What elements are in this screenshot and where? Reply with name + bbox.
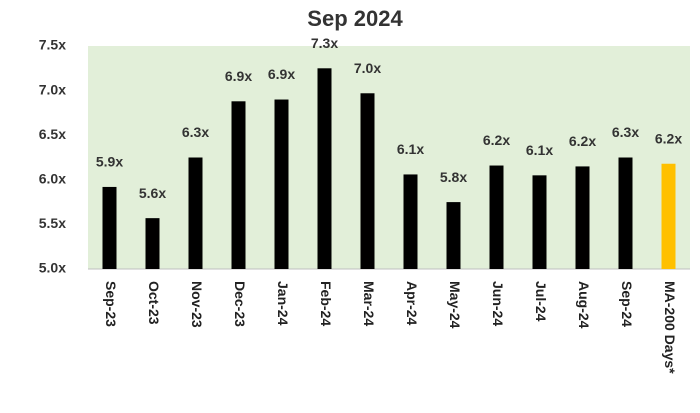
x-tick-label: Nov-23: [189, 281, 205, 328]
x-tick-label: Jan-24: [275, 281, 291, 326]
bar: [661, 163, 676, 269]
bar: [274, 99, 289, 270]
data-label: 6.3x: [182, 124, 209, 140]
data-label: 6.2x: [483, 132, 510, 148]
x-tick-label: Apr-24: [404, 281, 420, 326]
data-label: 6.1x: [526, 142, 553, 158]
bar: [145, 218, 160, 269]
x-tick-label: Feb-24: [318, 281, 334, 326]
bar: [231, 101, 246, 269]
bar: [403, 174, 418, 269]
data-label: 6.9x: [268, 66, 295, 82]
x-tick-label: Mar-24: [361, 281, 377, 326]
bar: [102, 186, 117, 269]
bar: [317, 68, 332, 269]
y-tick-label: 5.5x: [39, 215, 66, 231]
y-tick-label: 7.0x: [39, 81, 66, 97]
bar: [532, 175, 547, 269]
bar: [188, 157, 203, 269]
x-tick-label: Sep-23: [103, 281, 119, 327]
data-label: 6.2x: [569, 133, 596, 149]
data-label: 6.1x: [397, 141, 424, 157]
y-tick-label: 5.0x: [39, 260, 66, 276]
x-tick-label: May-24: [447, 281, 463, 329]
bar: [360, 93, 375, 269]
y-tick-label: 6.5x: [39, 126, 66, 142]
x-tick-label: Dec-23: [232, 281, 248, 327]
x-tick-label: Sep-24: [619, 281, 635, 327]
x-tick-label: Aug-24: [576, 281, 592, 329]
data-label: 5.6x: [139, 185, 166, 201]
data-label: 5.8x: [440, 169, 467, 185]
data-label: 7.3x: [311, 35, 338, 51]
x-tick-label: Jul-24: [533, 281, 549, 322]
x-tick-label: Jun-24: [490, 281, 506, 326]
x-tick-label: MA-200 Days*: [662, 281, 678, 374]
data-label: 6.9x: [225, 68, 252, 84]
data-label: 6.2x: [655, 130, 682, 146]
bar: [489, 165, 504, 269]
x-tick-label: Oct-23: [146, 281, 162, 325]
y-tick-label: 6.0x: [39, 171, 66, 187]
data-label: 6.3x: [612, 124, 639, 140]
y-tick-label: 7.5x: [39, 37, 66, 53]
data-label: 5.9x: [96, 154, 123, 170]
bar: [446, 202, 461, 269]
data-label: 7.0x: [354, 60, 381, 76]
bar: [575, 166, 590, 269]
bar: [618, 157, 633, 269]
chart-title: Sep 2024: [307, 6, 403, 31]
plot-area: [88, 46, 690, 269]
